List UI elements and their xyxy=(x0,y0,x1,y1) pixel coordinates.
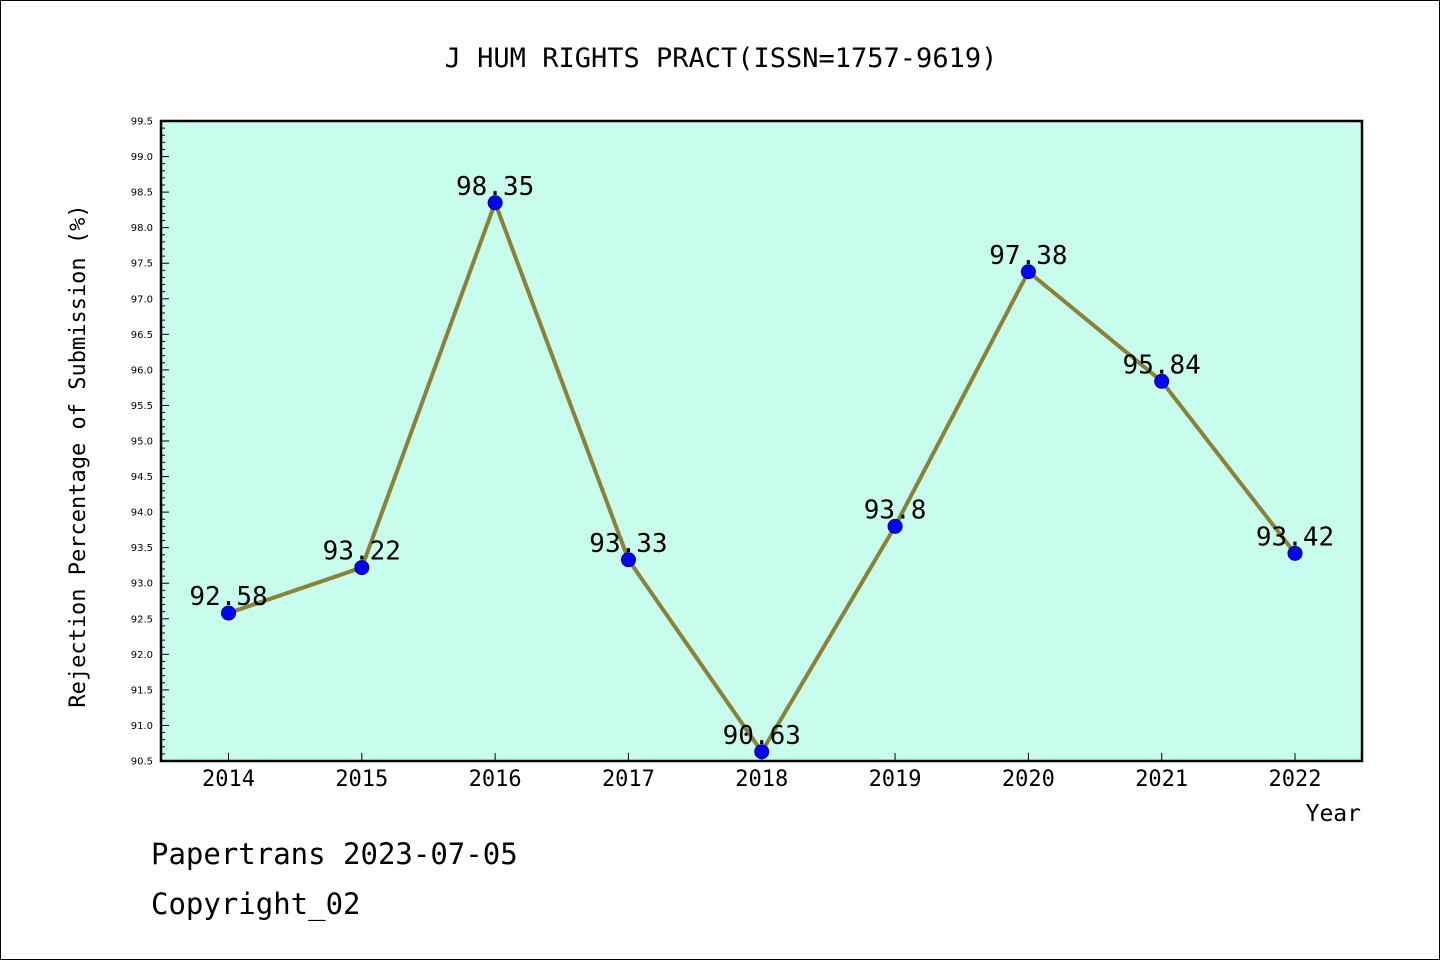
y-tick-label: 92.0 xyxy=(131,650,153,661)
x-tick-label: 2014 xyxy=(202,767,255,792)
data-point xyxy=(754,744,770,760)
x-tick-label: 2017 xyxy=(602,767,655,792)
y-tick-label: 93.5 xyxy=(131,543,153,554)
y-tick-label: 91.5 xyxy=(131,685,153,696)
data-point xyxy=(354,560,370,576)
x-tick-label: 2016 xyxy=(469,767,522,792)
y-tick-label: 99.5 xyxy=(131,117,153,128)
y-tick-label: 90.5 xyxy=(131,757,153,768)
y-tick-label: 98.5 xyxy=(131,188,153,199)
footer-copyright-text: Copyright_02 xyxy=(151,887,361,921)
data-point xyxy=(221,605,236,621)
y-tick-label: 97.0 xyxy=(131,294,153,305)
footer-date-text: Papertrans 2023-07-05 xyxy=(151,837,518,871)
data-point xyxy=(487,195,503,211)
y-tick-label: 95.0 xyxy=(131,437,153,448)
y-tick-label: 91.0 xyxy=(131,721,153,732)
y-axis-label: Rejection Percentage of Submission (%) xyxy=(66,204,91,707)
data-point xyxy=(887,518,903,534)
y-tick-label: 96.0 xyxy=(131,365,153,376)
y-tick-label: 95.5 xyxy=(131,401,153,412)
x-tick-label: 2022 xyxy=(1269,767,1322,792)
y-tick-label: 99.0 xyxy=(131,152,153,163)
chart-title: J HUM RIGHTS PRACT(ISSN=1757-9619) xyxy=(445,43,998,74)
x-tick-label: 2018 xyxy=(735,767,788,792)
x-tick-label: 2019 xyxy=(869,767,922,792)
y-tick-label: 94.0 xyxy=(131,508,153,519)
data-point xyxy=(1020,264,1036,280)
x-tick-label: 2020 xyxy=(1002,767,1055,792)
x-tick-label: 2015 xyxy=(335,767,388,792)
y-tick-label: 93.0 xyxy=(131,579,153,590)
y-tick-label: 97.5 xyxy=(131,259,153,270)
x-tick-label: 2021 xyxy=(1135,767,1188,792)
y-tick-label: 94.5 xyxy=(131,472,153,483)
data-point xyxy=(1154,373,1170,389)
x-axis-label: Year xyxy=(1306,801,1361,827)
plot-area xyxy=(161,121,1362,761)
y-tick-label: 96.5 xyxy=(131,330,153,341)
plot-border xyxy=(159,119,1364,763)
data-point xyxy=(1287,545,1303,561)
y-tick-label: 92.5 xyxy=(131,614,153,625)
y-tick-label: 98.0 xyxy=(131,223,153,234)
data-point xyxy=(620,552,636,568)
